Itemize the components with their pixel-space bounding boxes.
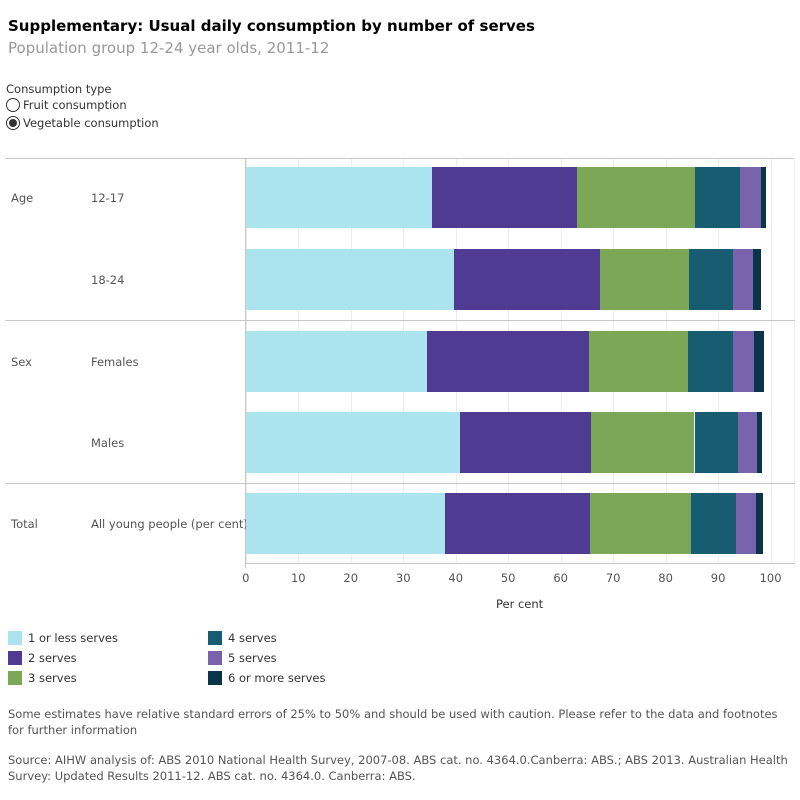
bar-segment-5-serves[interactable]: [737, 412, 758, 473]
bar-segment-6-or-more-serves[interactable]: [757, 412, 763, 473]
radio-unchecked-icon: [6, 98, 20, 112]
bar-segment-4-serves[interactable]: [694, 412, 738, 473]
category-label: Females: [91, 355, 139, 369]
bar-segment-6-or-more-serves[interactable]: [756, 493, 764, 554]
x-tick-label: 100: [759, 571, 782, 585]
chart-subtitle: Population group 12-24 year olds, 2011-1…: [8, 39, 330, 57]
filter-label: Consumption type: [6, 82, 112, 96]
bar-segment-2-serves[interactable]: [427, 331, 589, 392]
category-label: All young people (per cent): [91, 517, 248, 531]
legend-swatch: [8, 631, 22, 645]
legend-item[interactable]: 2 serves: [8, 651, 77, 665]
bar-segment-3-serves[interactable]: [589, 331, 688, 392]
bar-segment-1-or-less-serves[interactable]: [245, 493, 445, 554]
caution-note: Some estimates have relative standard er…: [8, 707, 778, 737]
x-tick-label: 20: [343, 571, 359, 585]
bar-segment-6-or-more-serves[interactable]: [754, 331, 765, 392]
x-axis-title: Per cent: [496, 597, 544, 611]
group-divider: [5, 320, 795, 321]
bar-segment-3-serves[interactable]: [600, 249, 689, 310]
legend-label: 3 serves: [28, 671, 77, 685]
group-divider: [5, 483, 795, 484]
category-label: 12-17: [91, 191, 125, 205]
category-label: Males: [91, 436, 125, 450]
bar-segment-4-serves[interactable]: [691, 493, 736, 554]
bar-segment-1-or-less-serves[interactable]: [245, 167, 433, 228]
gridline: [770, 158, 772, 563]
x-tick-label: 70: [605, 571, 621, 585]
bar-segment-6-or-more-serves[interactable]: [753, 249, 762, 310]
legend-swatch: [208, 631, 222, 645]
x-axis-line: [245, 563, 795, 564]
legend-item[interactable]: 3 serves: [8, 671, 77, 685]
legend-label: 2 serves: [28, 651, 77, 665]
bar-segment-5-serves[interactable]: [733, 331, 755, 392]
legend-label: 6 or more serves: [228, 671, 326, 685]
axis-line: [245, 158, 246, 568]
x-tick-label: 50: [500, 571, 516, 585]
bar-segment-3-serves[interactable]: [590, 493, 692, 554]
source-note: Source: AIHW analysis of: ABS 2010 Natio…: [8, 753, 788, 783]
x-tick-label: 10: [290, 571, 306, 585]
legend-swatch: [208, 651, 222, 665]
bar-segment-5-serves[interactable]: [733, 249, 754, 310]
legend-item[interactable]: 5 serves: [208, 651, 277, 665]
radio-fruit-consumption[interactable]: Fruit consumption: [6, 98, 127, 112]
bar-segment-1-or-less-serves[interactable]: [245, 331, 428, 392]
x-tick-label: 80: [658, 571, 673, 585]
bar-segment-2-serves[interactable]: [460, 412, 592, 473]
legend-swatch: [208, 671, 222, 685]
radio-label: Vegetable consumption: [23, 116, 159, 130]
bar-segment-1-or-less-serves[interactable]: [245, 412, 461, 473]
group-label: Sex: [11, 355, 32, 369]
right-border: [794, 158, 795, 563]
group-label: Age: [11, 191, 34, 205]
x-tick-label: 40: [448, 571, 464, 585]
bar-segment-2-serves[interactable]: [432, 167, 577, 228]
legend-swatch: [8, 651, 22, 665]
bar-segment-3-serves[interactable]: [576, 167, 696, 228]
legend-swatch: [8, 671, 22, 685]
x-tick-label: 60: [553, 571, 568, 585]
legend-label: 4 serves: [228, 631, 277, 645]
radio-checked-icon: [6, 116, 20, 130]
legend-label: 1 or less serves: [28, 631, 118, 645]
bar-segment-3-serves[interactable]: [591, 412, 695, 473]
bar-segment-2-serves[interactable]: [444, 493, 591, 554]
bar-segment-5-serves[interactable]: [735, 493, 757, 554]
radio-vegetable-consumption[interactable]: Vegetable consumption: [6, 116, 159, 130]
x-tick-label: 0: [242, 571, 250, 585]
category-label: 18-24: [91, 273, 125, 287]
legend-item[interactable]: 4 serves: [208, 631, 277, 645]
bar-segment-6-or-more-serves[interactable]: [760, 167, 767, 228]
radio-label: Fruit consumption: [23, 98, 127, 112]
legend-item[interactable]: 6 or more serves: [208, 671, 326, 685]
legend-label: 5 serves: [228, 651, 277, 665]
legend-item[interactable]: 1 or less serves: [8, 631, 118, 645]
bar-segment-5-serves[interactable]: [739, 167, 761, 228]
group-label: Total: [11, 517, 38, 531]
x-tick-label: 90: [710, 571, 726, 585]
x-tick-label: 30: [395, 571, 411, 585]
bar-segment-4-serves[interactable]: [695, 167, 740, 228]
top-border: [5, 158, 795, 159]
bar-segment-4-serves[interactable]: [688, 249, 734, 310]
bar-segment-1-or-less-serves[interactable]: [245, 249, 454, 310]
bar-segment-2-serves[interactable]: [453, 249, 601, 310]
bar-segment-4-serves[interactable]: [687, 331, 734, 392]
chart-title: Supplementary: Usual daily consumption b…: [8, 17, 535, 35]
